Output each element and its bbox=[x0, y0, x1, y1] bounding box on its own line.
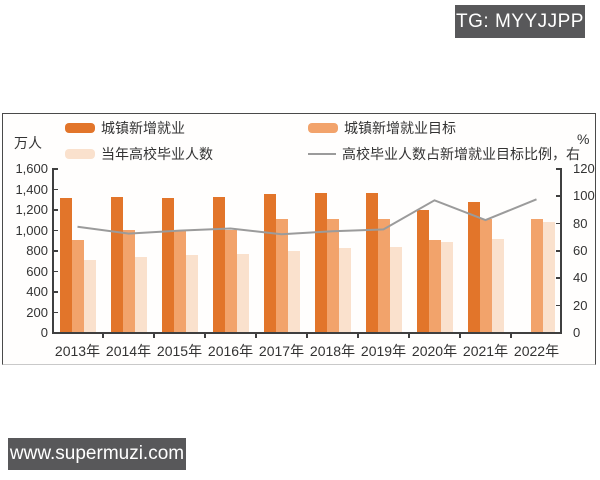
bar-target bbox=[479, 219, 492, 332]
bar-graduates bbox=[236, 253, 249, 332]
bar-actual bbox=[467, 201, 480, 332]
bar-target bbox=[122, 229, 135, 332]
bar-graduates bbox=[338, 247, 351, 332]
legend-label: 高校毕业人数占新增就业目标比例，右 bbox=[342, 146, 580, 162]
right-tick-label: 0 bbox=[573, 325, 581, 340]
bar-actual bbox=[416, 210, 429, 332]
bar-actual bbox=[212, 197, 225, 332]
right-tick-mark bbox=[556, 222, 562, 225]
x-axis-label: 2016年 bbox=[207, 343, 254, 359]
bar-target bbox=[275, 219, 288, 332]
right-tick-mark bbox=[556, 332, 562, 334]
x-tick-mark bbox=[510, 332, 512, 338]
left-tick-label: 1,200 bbox=[15, 202, 48, 217]
left-tick-label: 1,000 bbox=[15, 222, 48, 238]
bar-graduates bbox=[185, 255, 198, 332]
left-tick-mark bbox=[52, 311, 58, 313]
plot-area bbox=[52, 168, 562, 338]
x-tick-mark bbox=[204, 332, 206, 338]
left-tick-label: 0 bbox=[40, 325, 48, 340]
bar-graduates bbox=[491, 238, 504, 332]
left-tick-label: 1,400 bbox=[15, 181, 48, 197]
bar-graduates bbox=[134, 257, 147, 332]
right-tick-mark bbox=[556, 277, 562, 279]
bar-graduates bbox=[287, 250, 300, 332]
right-tick-mark bbox=[556, 304, 562, 307]
bar-actual bbox=[110, 196, 123, 332]
bar-target bbox=[377, 219, 390, 332]
legend-swatch-medium-orange bbox=[308, 123, 338, 133]
bar-target bbox=[530, 219, 543, 332]
left-tick-label: 800 bbox=[26, 243, 48, 258]
left-tick-mark bbox=[52, 270, 58, 272]
x-axis-label: 2019年 bbox=[360, 343, 407, 359]
watermark-website: www.supermuzi.com bbox=[8, 438, 186, 470]
left-tick-mark bbox=[52, 229, 58, 231]
bar-actual bbox=[314, 192, 327, 332]
right-tick-mark bbox=[556, 168, 562, 170]
x-tick-mark bbox=[153, 332, 155, 338]
legend-swatch-dark-orange bbox=[65, 123, 95, 133]
ratio-line-chart bbox=[77, 198, 537, 236]
x-tick-mark bbox=[306, 332, 308, 338]
bar-graduates bbox=[389, 246, 402, 332]
right-tick-label: 20 bbox=[573, 297, 588, 313]
right-tick-label: 100 bbox=[573, 188, 595, 204]
right-tick-mark bbox=[556, 195, 562, 197]
bar-actual bbox=[263, 193, 276, 332]
legend-line-swatch bbox=[308, 153, 336, 155]
x-axis-label: 2013年 bbox=[54, 343, 101, 359]
x-axis-label: 2021年 bbox=[462, 343, 509, 359]
right-tick-mark bbox=[556, 250, 562, 252]
left-tick-mark bbox=[52, 250, 58, 252]
left-tick-mark bbox=[52, 168, 58, 170]
left-tick-label: 200 bbox=[26, 304, 48, 320]
right-axis-unit: % bbox=[577, 131, 590, 147]
x-axis-label: 2017年 bbox=[258, 343, 305, 359]
bar-target bbox=[326, 219, 339, 332]
legend-label: 城镇新增就业 bbox=[101, 120, 185, 136]
left-tick-mark bbox=[52, 291, 58, 293]
bar-target bbox=[428, 239, 441, 332]
right-tick-label: 60 bbox=[573, 243, 588, 258]
x-axis-label: 2020年 bbox=[411, 343, 458, 359]
legend-item-ratio-line: 高校毕业人数占新增就业目标比例，右 bbox=[308, 144, 580, 164]
x-axis-label: 2014年 bbox=[105, 343, 152, 359]
bar-actual bbox=[59, 197, 72, 332]
legend-label: 当年高校毕业人数 bbox=[101, 146, 213, 162]
left-tick-mark bbox=[52, 188, 58, 190]
x-tick-mark bbox=[102, 332, 104, 338]
bar-target bbox=[224, 229, 237, 332]
right-tick-label: 80 bbox=[573, 215, 588, 231]
legend-item-graduates: 当年高校毕业人数 bbox=[65, 144, 213, 164]
right-tick-label: 120 bbox=[573, 161, 595, 176]
bar-graduates bbox=[542, 221, 555, 332]
left-tick-mark bbox=[52, 209, 58, 211]
bar-graduates bbox=[440, 242, 453, 332]
x-tick-mark bbox=[459, 332, 461, 338]
x-axis-label: 2018年 bbox=[309, 343, 356, 359]
bar-target bbox=[173, 229, 186, 332]
x-tick-mark bbox=[255, 332, 257, 338]
left-tick-mark bbox=[52, 332, 58, 334]
left-tick-label: 600 bbox=[26, 263, 48, 279]
x-axis-label: 2015年 bbox=[156, 343, 203, 359]
right-tick-label: 40 bbox=[573, 270, 588, 286]
ratio-line bbox=[77, 198, 537, 236]
bar-actual bbox=[365, 193, 378, 332]
legend-item-employment-target: 城镇新增就业目标 bbox=[308, 118, 456, 138]
left-tick-label: 400 bbox=[26, 284, 48, 299]
legend-label: 城镇新增就业目标 bbox=[344, 120, 456, 136]
legend-item-new-employment: 城镇新增就业 bbox=[65, 118, 185, 138]
bar-graduates bbox=[83, 260, 96, 332]
x-axis-label: 2022年 bbox=[513, 343, 560, 359]
legend-swatch-light-peach bbox=[65, 149, 95, 159]
watermark-telegram: TG: MYYJJPP bbox=[455, 5, 585, 38]
left-tick-label: 1,600 bbox=[15, 161, 48, 176]
x-tick-mark bbox=[408, 332, 410, 338]
left-axis-unit: 万人 bbox=[14, 135, 42, 151]
bar-target bbox=[71, 239, 84, 332]
x-tick-mark bbox=[357, 332, 359, 338]
